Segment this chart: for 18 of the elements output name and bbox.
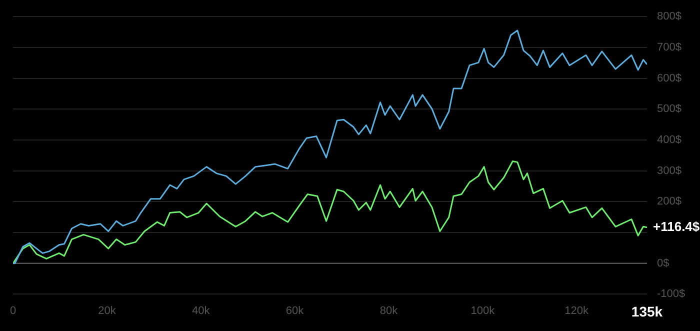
annotation: +116.4$ xyxy=(653,219,700,234)
x-tick-label: 80k xyxy=(380,304,398,317)
x-tick-label: 100k xyxy=(470,304,496,317)
y-tick-label: 400$ xyxy=(657,134,682,146)
y-tick-label: 600$ xyxy=(657,72,682,84)
y-tick-label: 800$ xyxy=(657,10,682,23)
x-tick-label: 0 xyxy=(10,304,16,317)
x-tick-label: 40k xyxy=(192,304,210,317)
x-tick-label: 120k xyxy=(564,304,589,317)
y-tick-label: 0$ xyxy=(657,257,670,270)
y-tick-label: 500$ xyxy=(657,103,682,116)
y-tick-label: -100$ xyxy=(657,288,686,300)
x-tick-label: 135k xyxy=(631,303,663,320)
x-tick-label: 20k xyxy=(98,304,116,317)
y-tick-label: 300$ xyxy=(657,164,682,177)
x-tick-label: 60k xyxy=(286,304,304,317)
y-tick-label: 700$ xyxy=(657,41,682,54)
y-tick-label: 200$ xyxy=(657,196,682,208)
